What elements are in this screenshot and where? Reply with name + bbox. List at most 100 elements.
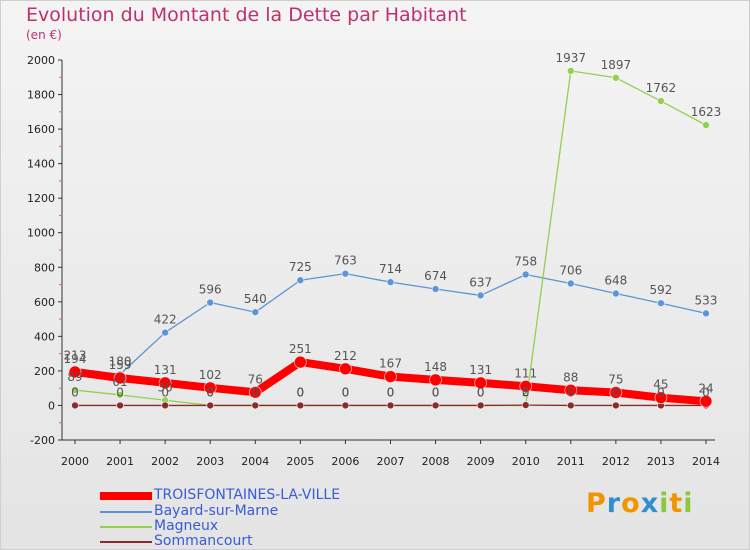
data-point <box>521 270 530 279</box>
data-point <box>566 66 575 75</box>
y-tick-label: 400 <box>34 330 55 343</box>
data-label: 76 <box>248 372 263 386</box>
data-label: 0 <box>477 385 485 399</box>
logo-letter: i <box>683 488 694 519</box>
data-label: 24 <box>698 381 713 395</box>
data-label: 131 <box>469 363 492 377</box>
logo-letter: i <box>659 488 670 519</box>
data-label: 0 <box>206 385 214 399</box>
data-point <box>293 355 307 369</box>
data-point <box>296 276 305 285</box>
data-point <box>161 401 170 410</box>
legend-swatch <box>100 541 152 543</box>
data-point <box>384 370 397 384</box>
data-label: 159 <box>109 358 132 372</box>
logo-letter: x <box>640 488 660 519</box>
data-label: 763 <box>334 254 357 268</box>
data-label: 0 <box>297 385 305 399</box>
legend-swatch <box>100 492 152 500</box>
data-label: 102 <box>199 368 222 382</box>
data-point <box>248 385 262 399</box>
data-point <box>116 401 124 410</box>
data-point <box>476 291 485 300</box>
data-label: 0 <box>251 385 259 399</box>
data-point <box>474 376 488 390</box>
y-tick-label: 600 <box>34 296 55 309</box>
x-tick-label: 2002 <box>151 455 179 468</box>
legend-label: Magneux <box>154 518 219 534</box>
data-label: 0 <box>657 385 665 399</box>
y-tick-label: 800 <box>34 261 55 274</box>
x-tick-label: 2001 <box>106 455 134 468</box>
data-label: 45 <box>653 378 668 392</box>
data-point <box>158 376 172 390</box>
data-point <box>476 401 485 410</box>
data-point <box>341 269 350 278</box>
data-point <box>296 401 305 410</box>
data-label: 1937 <box>556 51 587 65</box>
data-label: 131 <box>154 363 177 377</box>
data-label: 0 <box>387 385 395 399</box>
data-point <box>203 381 217 395</box>
data-label: 596 <box>199 283 222 297</box>
y-tick-label: 1400 <box>27 158 55 171</box>
x-tick-label: 2011 <box>557 455 585 468</box>
data-label: 0 <box>342 385 350 399</box>
data-point <box>161 328 170 337</box>
data-label: 540 <box>244 292 267 306</box>
data-label: 0 <box>206 385 214 399</box>
data-label: 758 <box>514 255 537 269</box>
data-point <box>657 299 665 308</box>
data-point <box>116 391 124 399</box>
data-point <box>521 401 530 410</box>
data-label: 2 <box>522 385 530 399</box>
data-label: 1762 <box>646 81 677 95</box>
x-tick-label: 2007 <box>377 455 405 468</box>
data-label: 714 <box>379 262 402 276</box>
data-point <box>71 401 79 410</box>
data-label: 61 <box>112 375 127 389</box>
data-point <box>431 401 440 410</box>
logo-letter: t <box>669 488 684 519</box>
data-label: 167 <box>379 357 402 371</box>
data-label: 0 <box>71 385 79 399</box>
data-point <box>251 308 260 317</box>
legend-swatch <box>100 511 152 513</box>
data-point <box>702 121 710 130</box>
data-label: 0 <box>161 385 169 399</box>
data-label: 592 <box>649 283 672 297</box>
data-point <box>206 298 215 307</box>
x-tick-label: 2005 <box>286 455 314 468</box>
y-tick-label: 1600 <box>27 123 55 136</box>
logo-letter: o <box>621 488 641 519</box>
data-point <box>657 97 665 106</box>
data-label: 213 <box>64 349 87 363</box>
legend-swatch <box>100 526 152 528</box>
data-point <box>206 401 215 410</box>
legend-label: Bayard-sur-Marne <box>154 503 279 519</box>
data-point <box>68 365 82 379</box>
data-point <box>429 373 442 387</box>
data-point <box>113 371 127 385</box>
legend-label: TROISFONTAINES-LA-VILLE <box>154 487 341 503</box>
data-label: 148 <box>424 360 447 374</box>
data-label: 0 <box>432 385 440 399</box>
x-tick-label: 2006 <box>331 455 359 468</box>
x-tick-label: 2004 <box>241 455 269 468</box>
data-point <box>251 401 260 410</box>
data-label: 725 <box>289 260 312 274</box>
data-point <box>431 285 440 293</box>
data-label: 89 <box>67 370 82 384</box>
data-label: 0 <box>612 385 620 399</box>
data-point <box>611 401 620 410</box>
data-point <box>519 379 533 393</box>
data-label: 0 <box>477 385 485 399</box>
y-tick-label: 200 <box>34 365 55 378</box>
y-tick-label: 1000 <box>27 227 55 240</box>
data-point <box>386 401 395 410</box>
data-label: 648 <box>604 274 627 288</box>
x-tick-label: 2012 <box>602 455 630 468</box>
data-label: 75 <box>608 373 623 387</box>
x-tick-label: 2013 <box>647 455 675 468</box>
